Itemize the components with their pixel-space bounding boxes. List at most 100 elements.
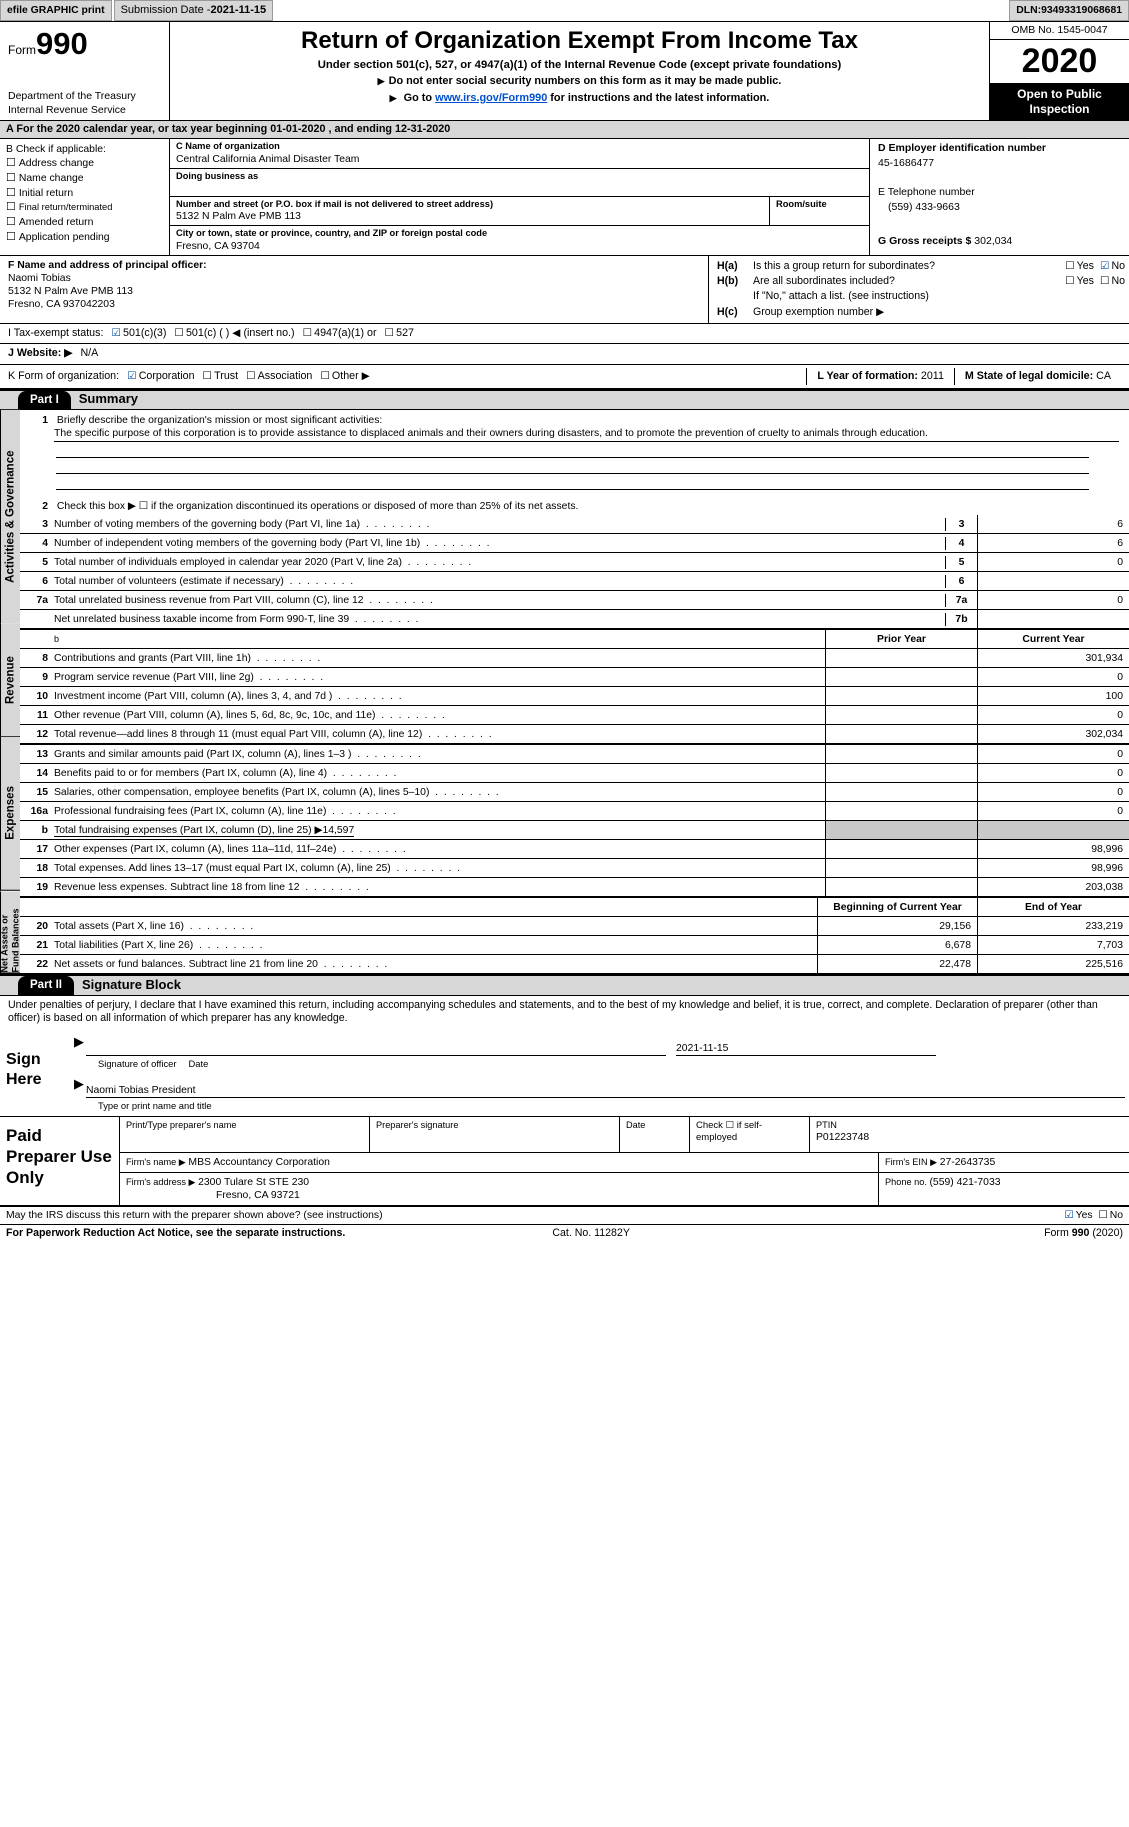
officer-name-line: Naomi Tobias President <box>86 1076 1125 1098</box>
header-note2: Go to www.irs.gov/Form990 for instructio… <box>176 92 983 106</box>
paid-preparer-row: Paid Preparer Use Only Print/Type prepar… <box>0 1117 1129 1208</box>
uline2 <box>56 459 1089 474</box>
footer-form-post: (2020) <box>1089 1227 1123 1239</box>
sig-arrow1: ▶ <box>74 1034 86 1056</box>
open-inspection: Open to Public Inspection <box>990 84 1129 120</box>
status-501c3[interactable]: 501(c)(3) <box>111 327 166 340</box>
rev-header: b Prior Year Current Year <box>20 628 1129 648</box>
paid-label: Paid Preparer Use Only <box>0 1117 120 1206</box>
box-b-title: B Check if applicable: <box>6 143 163 156</box>
line1-label: Briefly describe the organization's miss… <box>57 415 382 426</box>
korg-other[interactable]: Other ▶ <box>320 370 370 383</box>
ha-key: H(a) <box>717 260 753 273</box>
phone-value: (559) 433-9663 <box>888 201 1121 214</box>
net-row: 20Total assets (Part X, line 16)29,15623… <box>20 916 1129 935</box>
sig-cap-date: Date <box>189 1058 459 1070</box>
chk-amended-return[interactable]: Amended return <box>6 216 163 230</box>
info-grid: B Check if applicable: Address change Na… <box>0 139 1129 256</box>
part1-bar: Part I Summary <box>0 390 1129 410</box>
efile-print-button[interactable]: efile GRAPHIC print <box>0 0 112 21</box>
form-subtitle: Under section 501(c), 527, or 4947(a)(1)… <box>176 58 983 72</box>
officer-signature[interactable] <box>86 1034 666 1056</box>
firm-name: MBS Accountancy Corporation <box>188 1157 330 1168</box>
dba-label: Doing business as <box>176 171 863 183</box>
header-right: OMB No. 1545-0047 2020 Open to Public In… <box>989 22 1129 120</box>
uline1 <box>56 443 1089 458</box>
officer-addr: 5132 N Palm Ave PMB 113 <box>8 285 700 298</box>
col-end-year: End of Year <box>977 898 1129 916</box>
hb-no[interactable]: No <box>1100 275 1125 287</box>
vtab-governance: Activities & Governance <box>0 410 20 624</box>
sign-body: ▶ 2021-11-15 Signature of officerDate ▶ … <box>70 1028 1129 1116</box>
firm-addr-label: Firm's address ▶ <box>126 1177 198 1187</box>
gov-row: 7aTotal unrelated business revenue from … <box>20 590 1129 609</box>
line2-num: 2 <box>26 500 48 513</box>
firm-name-label: Firm's name ▶ <box>126 1157 188 1167</box>
p-h2: Preparer's signature <box>376 1120 613 1132</box>
irs-link[interactable]: www.irs.gov/Form990 <box>435 92 547 104</box>
tax-status-row: I Tax-exempt status: 501(c)(3) 501(c) ( … <box>0 324 1129 344</box>
discuss-yes[interactable]: Yes <box>1064 1210 1092 1221</box>
hc-key: H(c) <box>717 306 753 319</box>
chk-name-change[interactable]: Name change <box>6 172 163 186</box>
chk-address-change[interactable]: Address change <box>6 157 163 171</box>
dept-line2: Internal Revenue Service <box>8 104 163 117</box>
gov-row: Net unrelated business taxable income fr… <box>20 609 1129 628</box>
dept-treasury: Department of the Treasury Internal Reve… <box>8 90 163 116</box>
part2-title: Signature Block <box>82 977 181 995</box>
hb-yes[interactable]: Yes <box>1065 275 1094 287</box>
part2-bar: Part II Signature Block <box>0 975 1129 995</box>
top-bar: efile GRAPHIC print Submission Date - 20… <box>0 0 1129 22</box>
hb-note: If "No," attach a list. (see instruction… <box>753 290 1125 303</box>
preparer-name[interactable] <box>126 1131 363 1149</box>
omb-number: OMB No. 1545-0047 <box>990 22 1129 40</box>
net-header: Beginning of Current Year End of Year <box>20 896 1129 916</box>
gross-label: G Gross receipts $ <box>878 235 974 247</box>
box-h: H(a) Is this a group return for subordin… <box>709 256 1129 323</box>
exp-row: 16aProfessional fundraising fees (Part I… <box>20 801 1129 820</box>
dln-label: DLN: <box>1016 4 1041 17</box>
gov-rows: 3Number of voting members of the governi… <box>20 515 1129 628</box>
sig-date: 2021-11-15 <box>676 1034 936 1056</box>
sig-cap2: Type or print name and title <box>98 1100 212 1112</box>
discuss-no[interactable]: No <box>1098 1210 1123 1221</box>
ha-yes[interactable]: Yes <box>1065 260 1094 272</box>
summary-body: 1 Briefly describe the organization's mi… <box>20 410 1129 973</box>
chk-final-return[interactable]: Final return/terminated <box>6 201 163 215</box>
vtab-expenses: Expenses <box>0 737 20 891</box>
rev-row: 12Total revenue—add lines 8 through 11 (… <box>20 724 1129 743</box>
korg-trust[interactable]: Trust <box>203 370 239 383</box>
status-527[interactable]: 527 <box>385 327 414 340</box>
submission-label: Submission Date - <box>121 4 211 18</box>
gross-value: 302,034 <box>974 235 1012 247</box>
part1-tab: Part I <box>18 391 71 409</box>
rev-row: 10Investment income (Part VIII, column (… <box>20 686 1129 705</box>
form-title: Return of Organization Exempt From Incom… <box>176 26 983 56</box>
hb-key: H(b) <box>717 275 753 288</box>
korg-corp[interactable]: Corporation <box>127 370 194 383</box>
p-selfemp[interactable]: Check ☐ if self-employed <box>690 1117 810 1153</box>
state-domicile: M State of legal domicile: CA <box>954 368 1121 385</box>
officer-label: F Name and address of principal officer: <box>8 260 207 271</box>
header-left: Form990 Department of the Treasury Inter… <box>0 22 170 120</box>
chk-initial-return[interactable]: Initial return <box>6 187 163 201</box>
line1-num: 1 <box>26 414 48 427</box>
net-rows: 20Total assets (Part X, line 16)29,15623… <box>20 916 1129 973</box>
ha-no[interactable]: No <box>1100 260 1125 272</box>
form-number: Form990 <box>8 25 163 64</box>
korg-label: K Form of organization: <box>8 370 119 383</box>
gov-row: 6Total number of volunteers (estimate if… <box>20 571 1129 590</box>
line-a: A For the 2020 calendar year, or tax yea… <box>0 121 1129 139</box>
status-501c[interactable]: 501(c) ( ) ◀ (insert no.) <box>174 327 294 340</box>
line2: 2 Check this box ▶ ☐ if the organization… <box>20 492 1129 515</box>
sig-arrow2: ▶ <box>74 1076 86 1098</box>
status-4947[interactable]: 4947(a)(1) or <box>303 327 377 340</box>
box-c-d: C Name of organization Central Californi… <box>170 139 1129 255</box>
korg-assoc[interactable]: Association <box>246 370 312 383</box>
org-name: Central California Animal Disaster Team <box>176 153 863 166</box>
exp-rows: 13Grants and similar amounts paid (Part … <box>20 743 1129 896</box>
rev-rows: 8Contributions and grants (Part VIII, li… <box>20 648 1129 743</box>
col-prior-year: Prior Year <box>825 630 977 648</box>
street-value: 5132 N Palm Ave PMB 113 <box>176 210 763 223</box>
chk-application-pending[interactable]: Application pending <box>6 231 163 245</box>
